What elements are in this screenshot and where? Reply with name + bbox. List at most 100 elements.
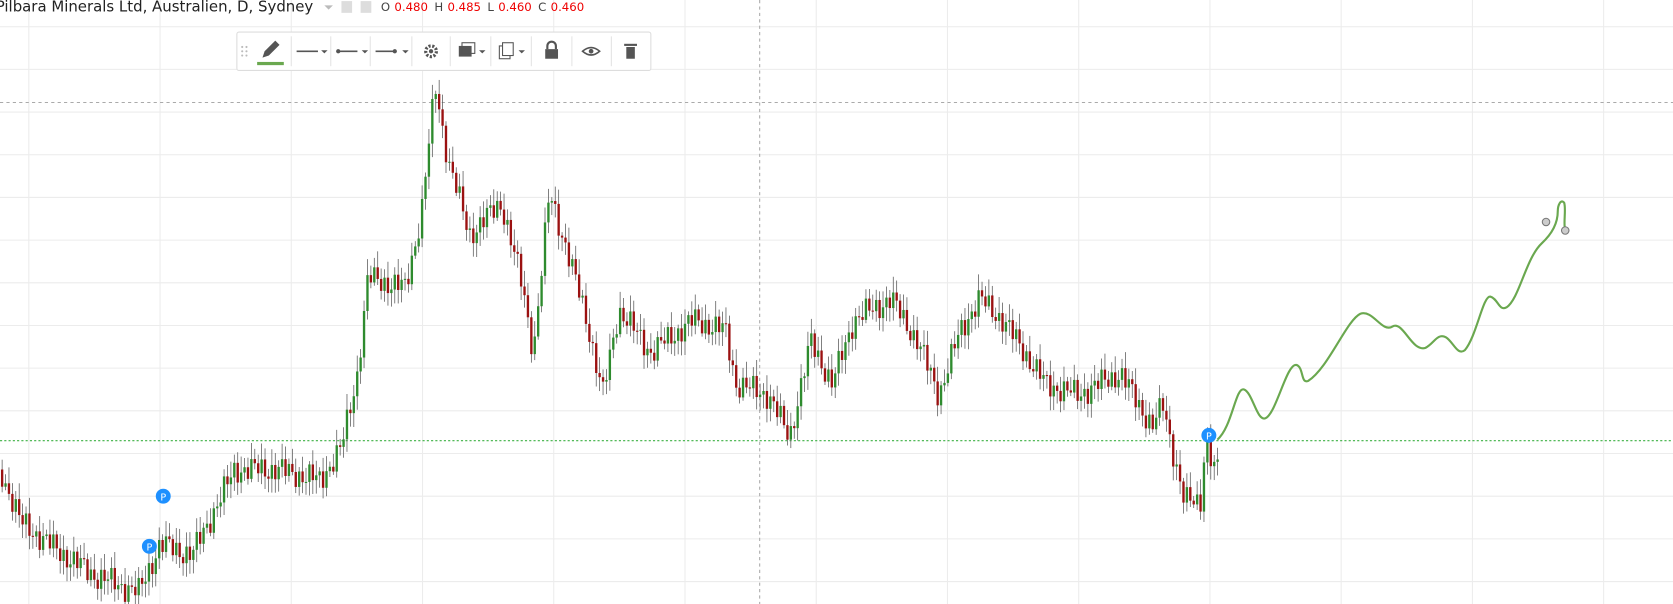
candle-body: [717, 316, 721, 333]
candle-body: [277, 466, 280, 480]
candle-body: [994, 317, 997, 321]
candle-body: [666, 327, 670, 344]
candle-body: [670, 327, 673, 344]
delete-button[interactable]: [624, 43, 637, 59]
candle-body: [1008, 320, 1011, 323]
drawing-handle[interactable]: [1560, 226, 1570, 235]
drawing-handle[interactable]: [1541, 217, 1551, 227]
candle-body: [735, 365, 738, 388]
candle-body: [878, 299, 881, 319]
candle-body: [885, 297, 888, 308]
candle-body: [1100, 369, 1103, 389]
candle-body: [79, 558, 82, 569]
candle-body: [533, 336, 536, 355]
candle-body: [1178, 464, 1182, 482]
candle-body: [18, 499, 21, 516]
candle-body: [618, 307, 622, 335]
candle-body: [813, 333, 816, 357]
marker[interactable]: P: [1201, 427, 1217, 443]
marker[interactable]: P: [141, 538, 157, 554]
candle-body: [219, 502, 222, 507]
line-start-button[interactable]: [336, 49, 369, 54]
candle-body: [233, 462, 236, 478]
candle-body: [1172, 434, 1175, 467]
candle-body: [236, 462, 239, 483]
candle-body: [82, 558, 86, 560]
settings-button[interactable]: [424, 44, 438, 59]
icon[interactable]: [360, 1, 372, 13]
color-button[interactable]: [257, 40, 284, 66]
dropdown-arrow[interactable]: [324, 5, 333, 10]
marker[interactable]: P: [155, 488, 171, 504]
candle-body: [687, 315, 690, 324]
candle-body: [1117, 379, 1120, 388]
ohlc-label: H: [434, 0, 443, 14]
marker-label: P: [146, 542, 152, 553]
candle-body: [909, 330, 912, 341]
candle-body: [676, 328, 680, 341]
candle-body: [427, 143, 431, 177]
candle-body: [980, 290, 984, 297]
brush-drawing[interactable]: [1216, 200, 1567, 441]
candle-body: [673, 340, 676, 344]
candle-body: [175, 542, 178, 556]
candle-body: [953, 344, 956, 349]
candle-body: [499, 200, 502, 210]
candle-body: [24, 513, 28, 525]
candle-body: [847, 332, 851, 343]
candle-body: [315, 475, 318, 481]
candle-body: [403, 278, 407, 280]
candle-body: [11, 493, 14, 512]
line-end-button[interactable]: [375, 49, 409, 54]
candle-body: [728, 323, 731, 361]
candle-body: [304, 481, 308, 484]
candle-body: [560, 235, 564, 238]
candle-body: [52, 534, 55, 549]
candle-body: [99, 569, 103, 589]
candle-body: [721, 323, 724, 333]
candle-body: [1213, 461, 1216, 467]
candle-body: [390, 289, 393, 294]
candle-body: [663, 340, 666, 344]
candle-body: [274, 464, 277, 480]
ohlc-value: 0.480: [394, 0, 428, 14]
drag-handle[interactable]: [241, 45, 248, 57]
candle-body: [147, 563, 151, 582]
candle-body: [349, 409, 352, 414]
candle-body: [171, 539, 175, 556]
candle-body: [936, 381, 939, 406]
candle-body: [229, 477, 233, 485]
line-style-button[interactable]: [296, 50, 328, 54]
candle-body: [1049, 375, 1052, 397]
ohlc-label: C: [538, 0, 546, 14]
lock-button[interactable]: [545, 40, 559, 59]
candle-body: [103, 569, 106, 581]
candle-body: [89, 569, 93, 581]
ohlc: O 0.480 H 0.485 L 0.460 C 0.460: [381, 0, 584, 14]
candle-body: [267, 476, 270, 479]
candle-body: [76, 551, 79, 569]
ohlc-label: O: [381, 0, 390, 14]
candle-body: [898, 300, 902, 319]
candle-body: [424, 176, 427, 199]
arrange-button[interactable]: [458, 42, 486, 57]
visibility-button[interactable]: [581, 46, 601, 56]
candle-body: [253, 459, 256, 464]
candle-body: [1093, 380, 1096, 386]
candle-body: [933, 367, 936, 382]
icon[interactable]: [341, 1, 353, 13]
candle-body: [284, 459, 287, 477]
candle-body: [1055, 385, 1059, 391]
candle-body: [198, 531, 202, 544]
candle-body: [1202, 462, 1206, 512]
candle-body: [1038, 359, 1042, 379]
candle-body: [209, 523, 212, 533]
candle-body: [915, 330, 919, 350]
candle-body: [291, 463, 294, 472]
candle-body: [656, 337, 659, 361]
candle-body: [806, 345, 810, 377]
candle-body: [796, 406, 799, 429]
candle-body: [745, 377, 748, 388]
candle-body: [823, 368, 827, 382]
clone-button[interactable]: [498, 42, 525, 60]
